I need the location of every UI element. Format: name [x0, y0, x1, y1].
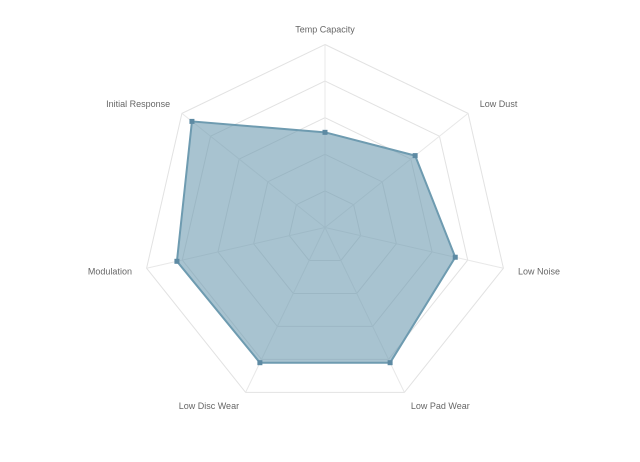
data-point-marker	[257, 360, 263, 366]
data-point-marker	[412, 153, 418, 159]
axis-label: Low Pad Wear	[411, 401, 470, 411]
axis-label: Low Dust	[480, 99, 518, 109]
axis-label: Low Noise	[518, 267, 560, 277]
axis-label: Temp Capacity	[295, 25, 355, 35]
grid-ring	[146, 43, 504, 393]
data-point-marker	[189, 118, 195, 124]
radar-series	[174, 118, 458, 366]
data-point-marker	[387, 360, 393, 366]
radar-axis-labels: Temp Capacity Low Dust Low Noise Low Pad We…	[88, 25, 560, 411]
data-point-marker	[174, 258, 180, 264]
axis-label: Low Disc Wear	[179, 401, 239, 411]
axis-label: Initial Response	[106, 99, 170, 109]
data-point-marker	[322, 129, 328, 135]
axis-label: Modulation	[88, 267, 132, 277]
data-point-marker	[452, 254, 458, 260]
data-polygon	[175, 120, 457, 364]
